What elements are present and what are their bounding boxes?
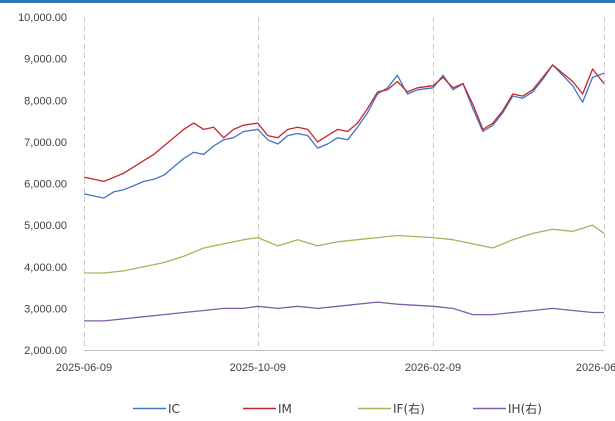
y-tick-label: 8,000.00 xyxy=(24,95,67,107)
x-tick-label: 2025-06-09 xyxy=(56,362,112,374)
y-tick-label: 5,000.00 xyxy=(24,220,67,232)
series-line-ic xyxy=(83,64,605,199)
y-tick-labels: 10,000.00 9,000.00 8,000.00 7,000.00 6,000.0… xyxy=(18,12,67,357)
top-accent-line xyxy=(0,0,615,3)
legend: IC IM IF(右) IH(右) xyxy=(133,401,542,416)
y-tick-label: 10,000.00 xyxy=(18,12,67,24)
y-tick-label: 4,000.00 xyxy=(24,262,67,274)
legend-label: IH(右) xyxy=(508,401,542,416)
y-tick-label: 9,000.00 xyxy=(24,54,67,66)
x-tick-labels: 2025-06-09 2025-10-09 2026-02-09 2026-06-09 xyxy=(56,362,615,374)
x-gridlines xyxy=(84,17,605,350)
legend-label: IC xyxy=(168,402,180,416)
series-line-if xyxy=(84,224,605,274)
y-tick-label: 2,000.00 xyxy=(24,345,67,357)
y-tick-label: 7,000.00 xyxy=(24,137,67,149)
x-tick-label: 2026-02-09 xyxy=(405,362,461,374)
legend-label: IM xyxy=(278,402,292,416)
y-tick-label: 6,000.00 xyxy=(24,179,67,191)
series-lines xyxy=(83,64,605,322)
x-tick-label: 2026-06-09 xyxy=(576,362,615,374)
series-line-ih xyxy=(84,301,604,322)
y-tick-label: 3,000.00 xyxy=(24,303,67,315)
x-tick-label: 2025-10-09 xyxy=(230,362,286,374)
legend-label: IF(右) xyxy=(393,401,425,416)
series-line-im xyxy=(83,64,605,183)
